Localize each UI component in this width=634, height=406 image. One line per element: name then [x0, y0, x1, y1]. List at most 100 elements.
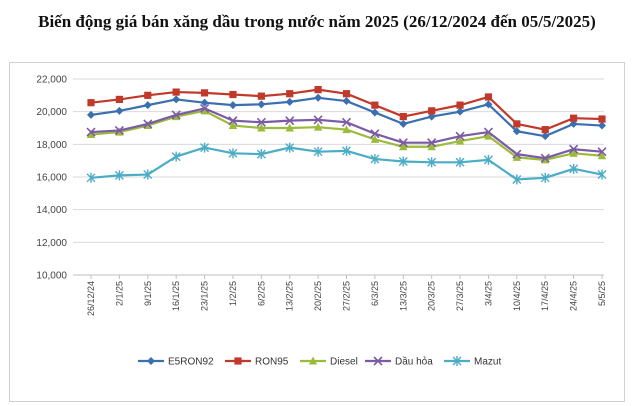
data-point [597, 169, 607, 180]
series-lines [86, 86, 607, 185]
data-point [172, 88, 180, 96]
x-tick-label: 17/4/25 [540, 281, 550, 311]
legend-item-mazut: Mazut [444, 356, 501, 368]
data-point [257, 100, 266, 109]
marker-stroke [256, 117, 266, 127]
y-tick-label: 18,000 [36, 140, 67, 151]
data-point [484, 131, 493, 140]
data-point [342, 125, 351, 134]
marker-stroke [228, 116, 238, 126]
data-point [86, 172, 96, 183]
data-point [199, 103, 210, 113]
legend-item-e5ron92: E5RON92 [138, 357, 214, 368]
data-point [541, 132, 550, 141]
data-point [143, 101, 152, 110]
data-point [597, 151, 607, 160]
data-point [484, 100, 493, 109]
data-point [171, 151, 181, 162]
marker-stroke [143, 119, 153, 129]
x-tick-label: 20/3/25 [427, 281, 437, 311]
data-point [597, 147, 607, 157]
data-point [144, 91, 152, 99]
data-point [257, 92, 265, 100]
data-point [569, 144, 579, 154]
marker-stroke [398, 138, 408, 148]
marker-stroke [597, 147, 607, 157]
data-point [456, 107, 465, 116]
legend-label: E5RON92 [168, 357, 214, 368]
data-point [86, 130, 96, 139]
data-point [200, 89, 209, 97]
data-point [483, 154, 493, 165]
legend-item-ron95: RON95 [225, 357, 289, 368]
data-point [314, 86, 322, 94]
data-point [484, 93, 493, 101]
legend-label: Dầu hỏa [395, 356, 433, 368]
data-point [456, 101, 464, 109]
x-tick-label: 9/1/25 [143, 281, 153, 306]
data-point [342, 97, 351, 106]
data-point [512, 127, 521, 136]
legend-item-diesel: Diesel [300, 356, 358, 368]
legend-marker [234, 357, 242, 365]
data-point [428, 107, 436, 115]
data-point [314, 93, 323, 102]
data-point [341, 117, 352, 127]
x-tick-label: 24/4/25 [569, 281, 579, 311]
x-tick-label: 13/3/25 [398, 281, 408, 311]
data-point [427, 138, 437, 148]
data-point [512, 174, 522, 185]
legend-marker [308, 356, 318, 365]
data-point [86, 127, 96, 137]
legend-label: Diesel [330, 357, 358, 368]
legend-marker [452, 356, 462, 366]
x-tick-label: 6/3/25 [370, 281, 380, 306]
marker-stroke [373, 356, 383, 366]
data-point [483, 127, 494, 137]
data-point [286, 90, 294, 98]
data-point [115, 95, 123, 104]
series-mazut [86, 142, 607, 185]
data-point [200, 106, 209, 115]
y-tick-label: 16,000 [36, 173, 67, 184]
marker-stroke [540, 153, 550, 163]
x-tick-label: 16/1/25 [171, 281, 181, 311]
x-tick-label: 27/2/25 [342, 281, 352, 311]
data-point [228, 121, 238, 130]
y-tick-label: 14,000 [36, 205, 67, 216]
data-point [570, 114, 578, 122]
data-point [455, 131, 465, 141]
data-point [313, 115, 323, 125]
data-point [285, 142, 295, 153]
data-point [228, 116, 238, 126]
marker-stroke [199, 103, 210, 113]
chart-title: Biến động giá bán xăng dầu trong nước nă… [38, 12, 596, 31]
data-point [370, 129, 380, 139]
data-point [114, 125, 124, 136]
x-tick-label: 3/4/25 [483, 281, 493, 306]
legend-marker [147, 357, 155, 365]
data-point [540, 153, 550, 163]
marker-stroke [455, 131, 465, 141]
data-point [370, 108, 379, 117]
marker-stroke [285, 116, 295, 126]
data-point [313, 122, 323, 131]
data-point [399, 119, 408, 128]
data-point [370, 134, 380, 143]
marker-stroke [341, 117, 352, 127]
x-tick-label: 6/2/25 [256, 281, 266, 306]
legend-label: Mazut [474, 357, 501, 368]
x-tick-label: 13/2/25 [285, 281, 295, 311]
data-point [87, 99, 95, 107]
data-point [200, 142, 210, 153]
data-point [569, 119, 578, 128]
data-point [87, 110, 95, 119]
data-point [342, 145, 351, 156]
marker-stroke [313, 115, 323, 125]
data-point [172, 95, 181, 104]
x-tick-label: 2/1/25 [114, 281, 124, 306]
data-point [285, 116, 295, 126]
data-point [171, 110, 181, 120]
x-tick-label: 26/12/24 [86, 281, 96, 316]
